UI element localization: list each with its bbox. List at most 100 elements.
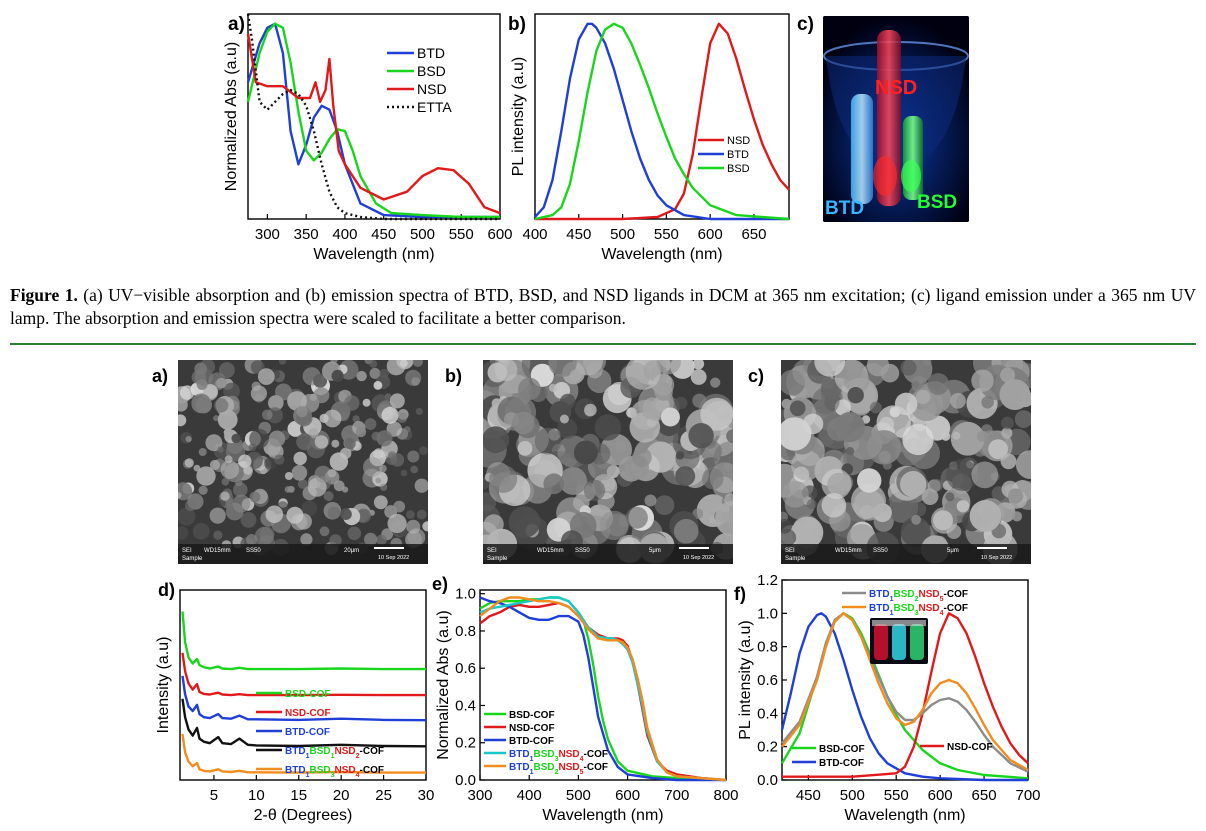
sem-particle: [268, 395, 284, 411]
fig2e-xtick-label: 500: [566, 787, 591, 804]
sem-date-label: 10 Sep 2022: [378, 555, 409, 561]
photo-label-btd: BTD: [825, 198, 864, 219]
fig1b-series-bsd: [534, 22, 790, 221]
sem-particle: [956, 500, 970, 513]
sem-particle: [192, 522, 210, 540]
sem-particle: [291, 465, 308, 481]
sem-particle: [866, 360, 890, 377]
sem-particle: [688, 423, 714, 449]
sem-particle: [262, 409, 273, 421]
sem-particle: [178, 398, 188, 412]
fig2e-legend-label: BSD-COF: [509, 710, 555, 721]
sem-particle: [594, 414, 622, 441]
sem-particle: [814, 360, 846, 377]
fig2d-legend-part: BSD: [309, 765, 330, 776]
sem-particle: [356, 370, 367, 382]
fig1a-xtick-label: 400: [332, 226, 357, 243]
fig2d-legend-part: BTD-COF: [285, 727, 330, 738]
fig2e-legend-label: NSD-COF: [509, 723, 555, 734]
fig2e-ylabel: Normalized Abs (a.u): [435, 610, 452, 759]
sem-particle: [209, 459, 220, 471]
sem-particle: [573, 440, 598, 465]
sem-particle: [945, 492, 955, 502]
sem-particle: [284, 486, 292, 493]
sem-particle: [583, 479, 606, 501]
sem-particle: [1001, 416, 1014, 430]
photo-label-bsd: BSD: [917, 192, 957, 213]
fig2e-series-btd1bsd2nsd5-cof: [479, 596, 727, 782]
fig2-panel-b-label: b): [445, 366, 462, 386]
sem-particle: [675, 466, 696, 487]
fig2f-legend-part: -COF: [944, 589, 968, 600]
sem-particle: [314, 435, 329, 449]
sem-particle: [1001, 427, 1013, 439]
fig1a-xtick-label: 600: [487, 226, 512, 243]
sem-particle: [654, 495, 675, 515]
sem-particle: [710, 377, 721, 388]
sem-particle: [178, 492, 182, 499]
sem-particle: [213, 415, 220, 422]
sem-particle: [1000, 453, 1017, 470]
fig1a-frame: [247, 13, 501, 220]
sem-particle: [422, 521, 428, 532]
fig2d-legend-part: BSD-COF: [285, 689, 331, 700]
sem-particle: [296, 405, 308, 418]
fig1-panel-c-label: c): [797, 14, 814, 35]
sem-particle: [700, 397, 733, 431]
sem-particle: [900, 516, 931, 547]
fig2e-xtick-label: 400: [517, 787, 542, 804]
sem-particle: [233, 482, 248, 497]
sem-particle: [971, 461, 999, 489]
sem-particle: [220, 460, 240, 479]
fig2e-legend-part: NSD: [559, 762, 580, 773]
sem-particle: [387, 513, 407, 534]
fig2f-ylabel: PL intensity (a.u): [737, 620, 754, 739]
sem-particle: [235, 478, 243, 487]
sem-particle: [249, 491, 261, 503]
sem-particle: [300, 533, 313, 546]
sem-particle: [373, 381, 383, 390]
sem-particle: [559, 467, 587, 495]
sem-particle: [1007, 488, 1024, 504]
sem-particle: [405, 369, 422, 386]
fig1c-photo: NSD BTD BSD: [823, 16, 969, 222]
fig2e-legend-part: -COF: [584, 762, 608, 773]
sem-mode-label: SEI: [182, 548, 192, 554]
fig1b-xtick-label: 550: [654, 226, 679, 243]
fig2f-xtick-label: 600: [928, 787, 953, 804]
fig2d-series-bsd-cof: [181, 611, 426, 671]
sem-particle: [1000, 367, 1016, 383]
fig2d-legend-part: 1: [331, 753, 335, 760]
fig2d-ylabel: Intensity (a.u): [155, 637, 172, 734]
fig2f-legend-part: BTD: [869, 603, 890, 614]
sem-particle: [257, 368, 275, 385]
sem-particle: [231, 433, 241, 444]
fig2e-series-btd-cof: [479, 596, 726, 782]
sem-particle: [644, 494, 657, 507]
fig2f-legend-part: BTD: [869, 589, 890, 600]
fig2f-legend-label: NSD-COF: [947, 742, 993, 753]
sem-particle: [988, 439, 1008, 459]
fig1a-xtick-label: 300: [255, 226, 280, 243]
sem-particle: [373, 495, 388, 510]
fig2f-series-btd1bsd3nsd4-cof: [781, 612, 1029, 772]
sem-sample-label: Sample: [182, 556, 203, 562]
sem-particle: [296, 433, 314, 451]
fig2f-legend-part: NSD: [919, 589, 940, 600]
sem-particle: [660, 407, 680, 427]
fig2e-legend-label: BTD1BSD3NSD4-COF: [509, 749, 608, 763]
sem-particle: [209, 507, 226, 524]
fig2-panel-d-label: d): [158, 580, 175, 600]
sem-sample-label: Sample: [785, 556, 806, 562]
sem-particle: [375, 477, 382, 484]
fig2f-legend-part: BSD: [893, 589, 914, 600]
sem-particle: [287, 420, 304, 437]
sem-particle: [821, 468, 852, 499]
sem-particle: [878, 450, 891, 464]
fig2e-ytick-label: 0.4: [455, 697, 476, 714]
fig1a-legend-label: ETTA: [417, 99, 452, 115]
fig2d-legend-label: BTD1BSD1NSD2-COF: [285, 746, 384, 760]
sem-particle: [715, 500, 733, 537]
fig2d-xtick-label: 5: [210, 787, 218, 804]
sem-ss-label: SS50: [873, 548, 888, 554]
